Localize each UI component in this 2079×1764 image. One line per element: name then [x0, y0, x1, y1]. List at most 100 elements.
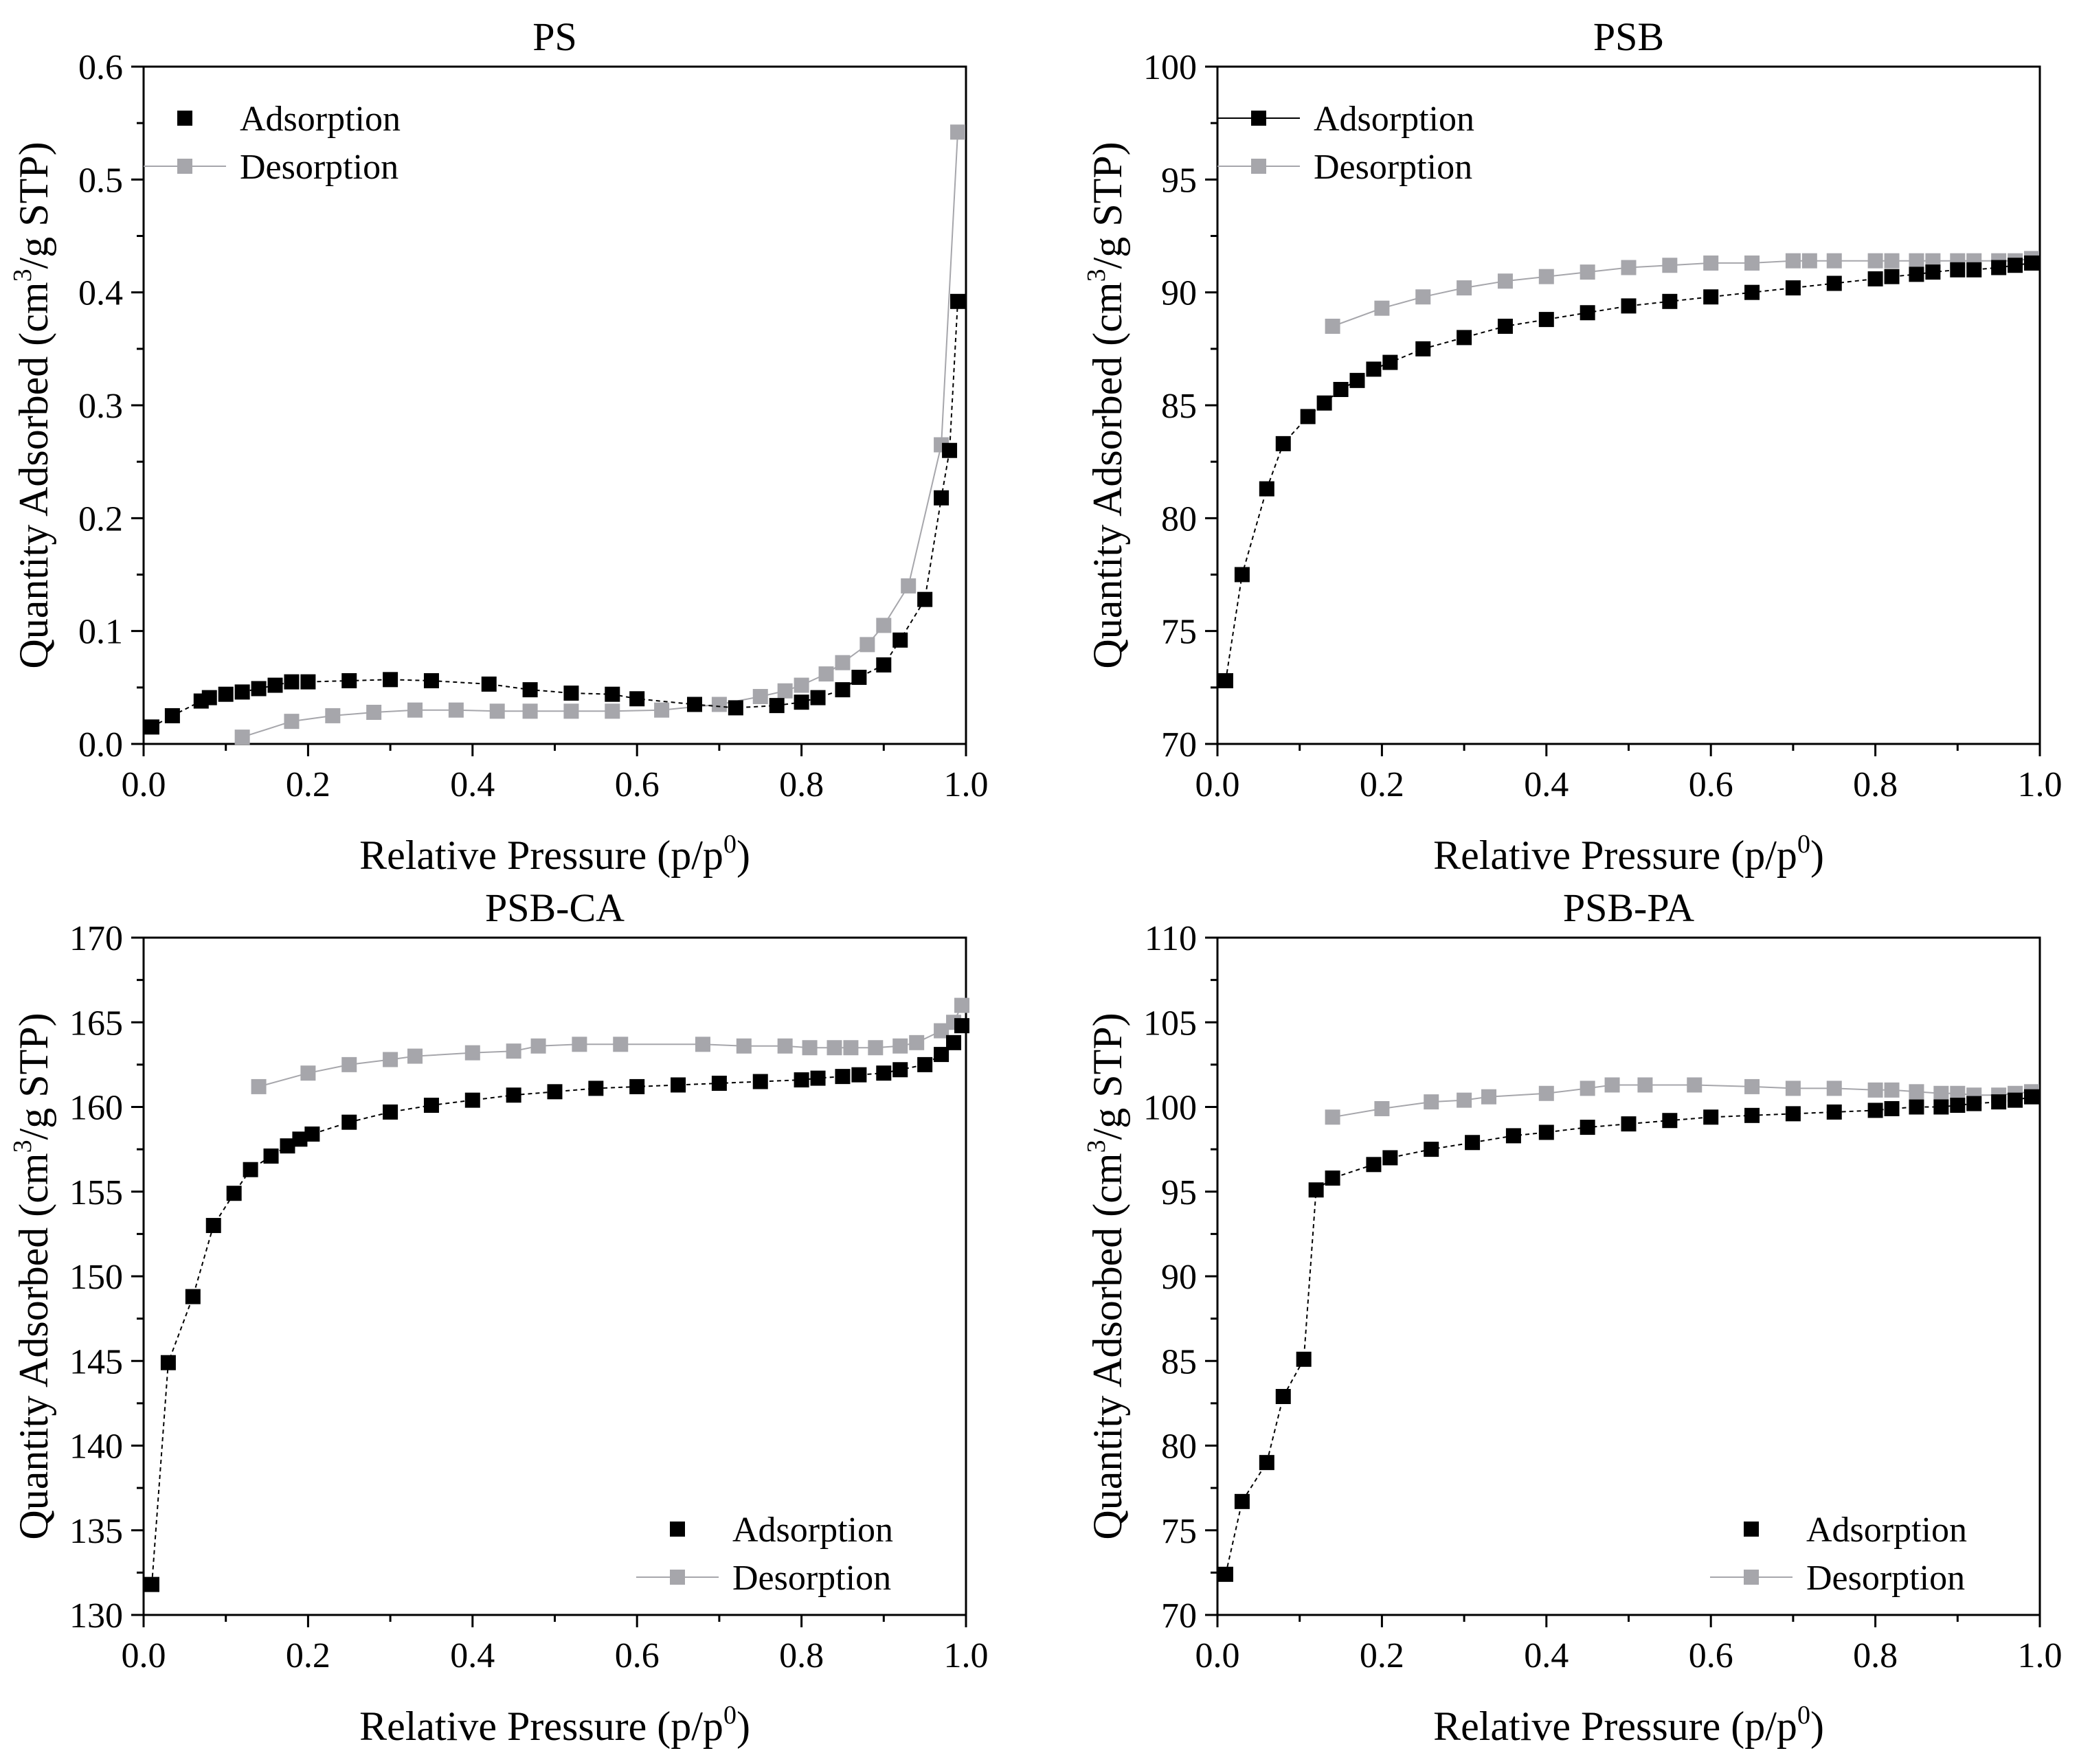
adsorption-point [2008, 1092, 2023, 1108]
adsorption-line [1225, 262, 2032, 681]
adsorption-point [1703, 1109, 1719, 1125]
adsorption-point [1296, 1351, 1312, 1367]
adsorption-point [1325, 1171, 1340, 1186]
adsorption-point [341, 1114, 357, 1130]
adsorption-point [629, 1078, 645, 1094]
desorption-point [572, 1037, 587, 1052]
adsorption-point [950, 293, 966, 309]
legend-desorption-marker [177, 159, 192, 174]
y-tick-label: 80 [1161, 499, 1197, 539]
legend-adsorption-marker [177, 111, 192, 126]
adsorption-point [1966, 262, 1982, 278]
adsorption-point [1950, 262, 1966, 278]
x-tick-label: 0.0 [1195, 765, 1240, 804]
adsorption-point [1744, 284, 1760, 300]
y-tick-label: 0.0 [78, 725, 123, 765]
y-tick-label: 0.3 [78, 387, 123, 426]
panel-psb: PSB 0.0 0.2 0.4 0.6 0.8 1.0 70 75 80 85 90 95 100 Rela… [1082, 14, 2063, 878]
adsorption-point [1415, 341, 1431, 357]
legend: Adsorption Desorption [144, 100, 401, 187]
y-tick-label: 140 [69, 1427, 123, 1467]
legend-desorption-marker [670, 1570, 685, 1585]
adsorption-point [1217, 1566, 1233, 1582]
adsorption-point [1785, 280, 1801, 296]
adsorption-point [506, 1087, 521, 1103]
adsorption-point [1259, 481, 1274, 497]
desorption-point [1457, 280, 1472, 296]
x-tick-label: 0.8 [1853, 765, 1898, 804]
desorption-point [654, 702, 670, 718]
adsorption-point [728, 700, 743, 716]
desorption-point [1580, 1081, 1595, 1096]
desorption-point [563, 703, 579, 719]
adsorption-point [1308, 1182, 1324, 1198]
adsorption-point [144, 1576, 159, 1592]
desorption-point [1826, 253, 1842, 269]
y-axis-label-b: /g STP) [11, 142, 56, 269]
desorption-point [530, 1038, 546, 1054]
adsorption-point [1925, 264, 1941, 280]
adsorption-point [876, 657, 892, 672]
x-axis-label: Relative Pressure (p/p0) [359, 830, 750, 878]
adsorption-point [164, 708, 180, 723]
desorption-point [843, 1040, 859, 1056]
y-axis-label-b: /g STP) [11, 1013, 56, 1140]
x-tick-label: 0.4 [1524, 1636, 1569, 1675]
x-axis-label-sup: 0 [723, 830, 737, 859]
adsorption-point [1217, 672, 1233, 688]
chart-title: PS [532, 14, 577, 59]
x-tick-label: 0.4 [450, 765, 495, 804]
adsorption-point [226, 1186, 242, 1201]
y-tick-label: 0.2 [78, 499, 123, 539]
adsorption-point [1538, 1124, 1554, 1140]
x-axis-label-main: Relative Pressure (p/p [359, 1704, 723, 1749]
x-tick-label: 1.0 [2018, 765, 2063, 804]
adsorption-point [563, 686, 579, 701]
adsorption-point [1933, 1099, 1949, 1115]
adsorption-point [263, 1148, 279, 1164]
adsorption-point [711, 1075, 727, 1091]
desorption-point [736, 1038, 752, 1054]
desorption-point [1867, 253, 1883, 269]
legend: Adsorption Desorption [1217, 100, 1474, 187]
adsorption-point [1465, 1135, 1481, 1151]
y-tick-label: 90 [1161, 274, 1197, 313]
adsorption-point [1826, 1104, 1842, 1120]
desorption-point [1744, 255, 1760, 271]
x-axis-label-end: ) [1810, 833, 1824, 878]
desorption-point [300, 1065, 316, 1081]
x-axis-label-end: ) [1810, 1704, 1824, 1749]
legend-desorption-marker [1251, 159, 1266, 174]
desorption-point [1424, 1094, 1439, 1110]
adsorption-point [588, 1081, 604, 1096]
adsorption-point [341, 672, 357, 688]
y-tick-label: 95 [1161, 161, 1197, 200]
x-axis-label-main: Relative Pressure (p/p [359, 833, 723, 878]
adsorption-point [810, 690, 826, 705]
desorption-point [1415, 289, 1431, 305]
adsorption-point [1621, 298, 1637, 314]
y-tick-label: 75 [1161, 613, 1197, 652]
adsorption-point [185, 1289, 201, 1304]
series-desorption [1325, 251, 2040, 334]
legend-desorption-label: Desorption [1314, 148, 1472, 187]
y-axis-label: Quantity Adsorbed (cm3/g STP) [1082, 142, 1130, 668]
desorption-point [950, 124, 966, 140]
adsorption-point [383, 672, 398, 688]
desorption-point [1604, 1077, 1620, 1093]
x-tick-label: 0.4 [450, 1636, 495, 1675]
x-tick-label: 0.0 [122, 1636, 166, 1675]
adsorption-point [464, 1092, 480, 1108]
adsorption-point [752, 1074, 768, 1089]
legend-adsorption-label: Adsorption [1806, 1511, 1967, 1550]
desorption-point [901, 578, 917, 593]
adsorption-point [835, 1069, 851, 1085]
adsorption-point [234, 684, 250, 700]
chart-title: PSB-CA [485, 885, 625, 930]
legend: Adsorption Desorption [636, 1511, 893, 1598]
adsorption-point [1505, 1128, 1521, 1144]
adsorption-point [201, 690, 217, 705]
desorption-point [1950, 1085, 1966, 1101]
adsorption-point [1785, 1106, 1801, 1122]
panel-psb-ca: PSB-CA 0.0 0.2 0.4 0.6 0.8 1.0 130 135 140 145 150 1… [8, 885, 989, 1749]
